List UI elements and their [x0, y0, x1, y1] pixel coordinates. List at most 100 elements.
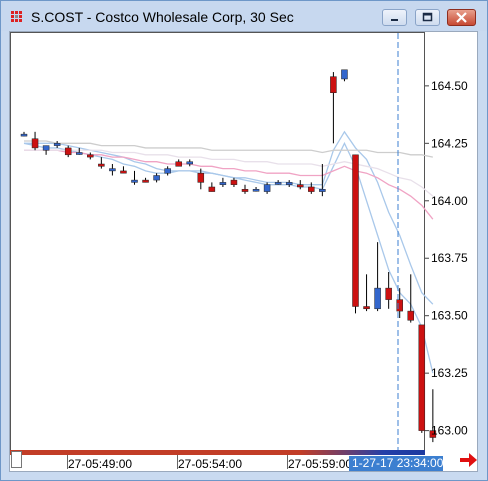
candle	[263, 182, 271, 194]
window-title: S.COST - Costco Wholesale Corp, 30 Sec	[31, 9, 294, 25]
candle-body	[285, 182, 293, 185]
candle	[20, 131, 28, 137]
candle-body	[274, 182, 282, 185]
candle	[197, 168, 205, 190]
chart-area[interactable]	[9, 31, 478, 472]
y-tick-label: 163.75	[431, 251, 468, 265]
candle-body	[175, 161, 182, 167]
candle	[98, 157, 105, 169]
candle-body	[341, 69, 348, 80]
candle	[175, 159, 182, 167]
candle	[330, 72, 337, 144]
candle	[385, 272, 392, 309]
candle	[429, 389, 437, 443]
candle	[374, 242, 381, 312]
candle-body	[230, 179, 238, 185]
candle	[219, 177, 227, 187]
candle	[131, 170, 138, 185]
candle-body	[429, 430, 437, 438]
time-scroll-track[interactable]	[10, 450, 425, 455]
candle-body	[98, 163, 105, 167]
candle-body	[197, 172, 205, 183]
candle	[396, 288, 403, 318]
candle	[164, 166, 171, 176]
candle-body	[208, 186, 216, 192]
candle-body	[53, 143, 61, 146]
x-tick-label: 27-05:49:00	[68, 457, 133, 471]
candle-body	[186, 161, 193, 165]
candle-body	[263, 184, 271, 192]
candle-body	[164, 168, 171, 174]
candle-body	[418, 324, 426, 431]
candle-body	[396, 299, 403, 312]
candle	[76, 147, 83, 155]
candle	[64, 145, 72, 158]
candle	[53, 141, 61, 148]
candle	[285, 180, 293, 187]
chart-app-icon	[11, 11, 22, 22]
title-bar[interactable]: S.COST - Costco Wholesale Corp, 30 Sec	[1, 1, 487, 31]
candle-body	[31, 138, 39, 149]
candle-body	[131, 179, 138, 183]
candle	[407, 274, 414, 323]
candle-body	[407, 310, 414, 321]
minimize-button[interactable]	[382, 9, 407, 26]
candle-body	[319, 189, 326, 192]
candle	[153, 173, 160, 183]
moving-average-line	[24, 149, 434, 220]
current-time-label: 1-27-17 23:34:00	[349, 456, 443, 471]
candle-body	[109, 168, 116, 172]
candle	[352, 154, 359, 314]
candle	[142, 177, 149, 183]
candle-body	[308, 186, 315, 192]
close-icon	[456, 12, 467, 23]
candle	[241, 184, 249, 194]
y-tick-label: 163.25	[431, 366, 468, 380]
minimize-icon	[391, 19, 398, 21]
candle	[120, 166, 127, 174]
candle	[252, 186, 260, 192]
candle	[363, 274, 370, 312]
x-tick-mark	[287, 455, 288, 469]
candle	[341, 69, 348, 82]
candle-body	[374, 287, 381, 310]
scroll-right-arrow-icon[interactable]	[458, 452, 478, 468]
candle	[418, 324, 426, 433]
candle-body	[76, 152, 83, 155]
moving-average-line	[23, 141, 434, 374]
x-tick-label: 27-05:54:00	[178, 457, 243, 471]
candle	[87, 152, 94, 160]
y-tick-label: 164.25	[431, 136, 468, 150]
maximize-button[interactable]	[415, 9, 440, 26]
candle-body	[241, 189, 249, 192]
candle-body	[142, 179, 149, 183]
moving-average-line	[24, 140, 433, 158]
candle	[186, 159, 193, 167]
candle	[208, 182, 216, 192]
candle-body	[120, 170, 127, 174]
x-tick-mark	[177, 455, 178, 469]
candle-body	[352, 154, 359, 307]
x-tick-mark	[67, 455, 68, 469]
candle	[230, 177, 238, 187]
x-tick-label: 27-05:59:00	[288, 457, 353, 471]
time-scroll-thumb[interactable]	[11, 451, 22, 468]
candle-body	[297, 184, 304, 188]
candle	[109, 164, 116, 176]
moving-average-line	[24, 149, 434, 197]
candle-body	[42, 145, 50, 151]
candle-body	[385, 287, 392, 300]
candle	[308, 182, 315, 194]
candle	[42, 145, 50, 155]
maximize-icon	[422, 12, 433, 22]
candle-body	[20, 133, 28, 137]
candle-body	[87, 154, 94, 158]
candle-body	[252, 189, 260, 192]
candle	[297, 180, 304, 190]
y-tick-label: 163.00	[431, 424, 468, 438]
candle-body	[363, 306, 370, 310]
candle-body	[153, 175, 160, 181]
candle	[319, 164, 326, 197]
close-button[interactable]	[447, 9, 476, 26]
